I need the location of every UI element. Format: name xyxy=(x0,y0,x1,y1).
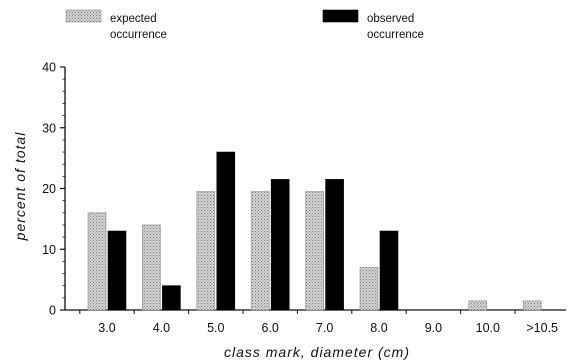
legend-swatch-observed xyxy=(322,9,359,23)
expected-bar-30 xyxy=(87,212,107,311)
observed-bar-70 xyxy=(325,179,344,311)
y-tick-label: 0 xyxy=(49,304,56,318)
y-tick-label: 10 xyxy=(42,243,56,257)
x-tick-label: 6.0 xyxy=(262,321,279,335)
observed-bar-40 xyxy=(162,285,181,311)
expected-bar-50 xyxy=(196,191,216,311)
x-tick-label: 8.0 xyxy=(370,321,387,335)
expected-bar-80 xyxy=(359,267,379,311)
observed-bar-60 xyxy=(270,179,290,311)
y-tick-label: 40 xyxy=(42,61,56,75)
x-tick-label: 4.0 xyxy=(153,321,170,335)
y-tick-label: 30 xyxy=(42,121,56,135)
observed-bar-30 xyxy=(107,230,127,311)
x-tick-label: 5.0 xyxy=(207,321,224,335)
expected-bar-40 xyxy=(142,224,161,311)
legend-label-observed-2: occurrence xyxy=(367,29,424,41)
observed-bar-50 xyxy=(216,151,236,311)
observed-bar-80 xyxy=(379,230,399,311)
expected-bar-100 xyxy=(468,300,488,311)
legend-label-expected-2: occurrence xyxy=(110,29,167,41)
y-axis-title: percent of total xyxy=(12,132,28,242)
x-axis-title: class mark, diameter (cm) xyxy=(224,344,410,360)
axes: 0 10 20 30 40 3.0 4.0 5.0 6.0 7.0 8.0 9.0 10.0 >10.5 xyxy=(42,61,566,335)
bars xyxy=(87,151,542,311)
y-tick-label: 20 xyxy=(42,182,56,196)
expected-bar-105 xyxy=(522,300,542,311)
legend: expected occurrence observed occurrence xyxy=(65,9,424,41)
legend-label-observed-1: observed xyxy=(367,13,414,25)
legend-swatch-expected xyxy=(65,9,102,23)
x-tick-label: 10.0 xyxy=(476,321,500,335)
x-tick-label: 3.0 xyxy=(98,321,115,335)
expected-bar-60 xyxy=(250,191,270,311)
x-tick-label: 9.0 xyxy=(425,321,442,335)
x-tick-label: >10.5 xyxy=(526,321,558,335)
expected-bar-70 xyxy=(305,191,324,311)
x-tick-label: 7.0 xyxy=(316,321,333,335)
legend-label-expected-1: expected xyxy=(110,13,157,25)
